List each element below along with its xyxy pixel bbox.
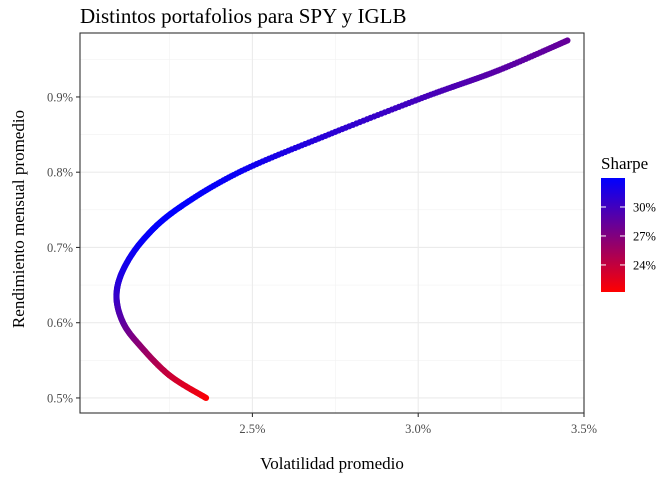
x-axis-label: Volatilidad promedio [260,454,404,473]
portfolio-point [564,37,571,44]
y-tick-label: 0.9% [47,90,73,104]
legend-tick-label: 27% [633,229,656,243]
x-tick-label: 3.0% [405,422,431,436]
y-tick-label: 0.8% [47,166,73,180]
legend-tick-label: 24% [633,258,656,272]
legend-ticks: 24% 27% 30% [601,200,656,272]
legend-tick-label: 30% [633,200,656,214]
data-points [113,37,571,402]
y-tick-label: 0.6% [47,316,73,330]
chart-title: Distintos portafolios para SPY y IGLB [80,4,407,28]
panel-border [79,32,585,414]
x-tick-label: 3.5% [571,422,597,436]
y-axis-label: Rendimiento mensual promedio [9,109,28,329]
x-axis-ticks: 2.5% 3.0% 3.5% [239,413,597,436]
legend-title: Sharpe [601,154,649,173]
legend-colorbar [601,178,625,292]
y-axis-ticks: 0.5% 0.6% 0.7% 0.8% 0.9% [47,90,80,405]
y-tick-label: 0.7% [47,241,73,255]
y-tick-label: 0.5% [47,391,73,405]
x-tick-label: 2.5% [239,422,265,436]
